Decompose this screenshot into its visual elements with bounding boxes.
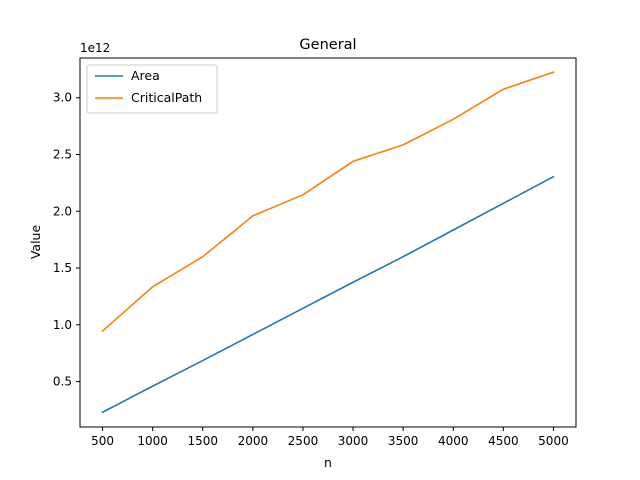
x-tick-label: 3500 xyxy=(388,434,419,448)
y-tick-label: 2.0 xyxy=(53,204,72,218)
x-tick-label: 2000 xyxy=(238,434,269,448)
x-axis-label: n xyxy=(324,455,332,470)
y-tick-label: 0.5 xyxy=(53,375,72,389)
x-tick-label: 4000 xyxy=(438,434,469,448)
y-tick-label: 3.0 xyxy=(53,91,72,105)
y-axis-offset-label: 1e12 xyxy=(80,41,110,55)
x-tick-label: 500 xyxy=(91,434,114,448)
y-tick-label: 1.5 xyxy=(53,261,72,275)
legend-box xyxy=(86,64,218,114)
y-tick-label: 1.0 xyxy=(53,318,72,332)
x-tick-label: 4500 xyxy=(488,434,519,448)
y-axis-ticks: 0.5 1.0 1.5 2.0 2.5 3.0 xyxy=(53,91,80,389)
series-line-criticalpath xyxy=(101,71,555,333)
x-tick-label: 2500 xyxy=(288,434,319,448)
x-tick-label: 5000 xyxy=(538,434,569,448)
x-tick-label: 1500 xyxy=(187,434,218,448)
legend-label-criticalpath: CriticalPath xyxy=(131,90,202,105)
series-line-area xyxy=(101,175,555,414)
x-axis-ticks: 500 1000 1500 2000 2500 3000 3500 4000 4500 5000 xyxy=(91,427,569,448)
series-layer xyxy=(101,71,555,414)
legend-label-area: Area xyxy=(131,68,160,83)
x-tick-label: 1000 xyxy=(137,434,168,448)
legend: Area CriticalPath xyxy=(86,64,218,114)
x-tick-label: 3000 xyxy=(338,434,369,448)
y-tick-label: 2.5 xyxy=(53,148,72,162)
y-axis-label: Value xyxy=(28,225,43,260)
chart-title: General xyxy=(299,37,356,53)
plot-frame xyxy=(79,57,577,428)
